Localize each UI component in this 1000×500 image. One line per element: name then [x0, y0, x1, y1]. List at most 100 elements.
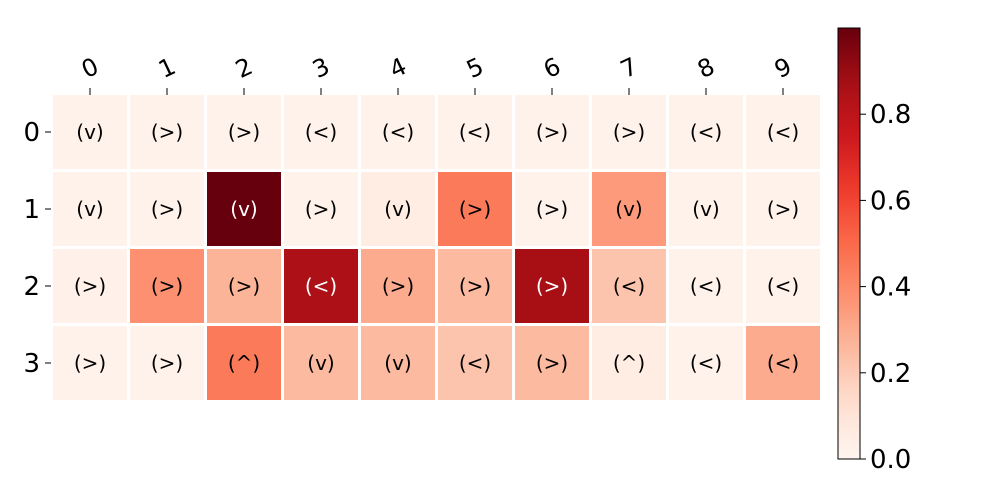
heatmap-cell — [207, 172, 281, 246]
heatmap-cell — [438, 172, 512, 246]
heatmap-cell — [207, 249, 281, 323]
heatmap-cell — [515, 172, 589, 246]
cell-label: (>) — [382, 274, 414, 298]
cell-label: (>) — [767, 197, 799, 221]
cell-label: (v) — [76, 197, 103, 221]
y-axis-ticks: 0 1 2 3 — [23, 118, 51, 379]
cell-label: (<) — [690, 274, 722, 298]
heatmap-cell — [130, 249, 204, 323]
x-tick-label: 7 — [616, 52, 642, 84]
heatmap-cell — [130, 95, 204, 169]
heatmap-cell — [284, 249, 358, 323]
x-tick-label: 9 — [770, 52, 796, 84]
heatmap-cell — [207, 326, 281, 400]
heatmap-cell — [669, 172, 743, 246]
x-tick-label: 2 — [231, 52, 257, 84]
cell-label: (v) — [230, 197, 257, 221]
cell-label: (>) — [228, 120, 260, 144]
cell-label: (v) — [384, 197, 411, 221]
cell-label: (<) — [690, 120, 722, 144]
heatmap-cell — [361, 326, 435, 400]
heatmap-cells — [53, 95, 820, 400]
cell-label: (>) — [151, 351, 183, 375]
heatmap-cell — [515, 95, 589, 169]
heatmap-cell — [361, 172, 435, 246]
y-tick-label: 3 — [23, 349, 40, 379]
heatmap-cell — [284, 326, 358, 400]
cell-label: (<) — [459, 351, 491, 375]
cell-label: (<) — [613, 274, 645, 298]
cell-label: (>) — [536, 197, 568, 221]
colorbar-gradient — [837, 27, 861, 460]
heatmap-cell — [746, 326, 820, 400]
cell-label: (v) — [76, 120, 103, 144]
cell-label: (<) — [305, 274, 337, 298]
x-tick-label: 5 — [462, 52, 488, 84]
colorbar-tick-label: 0.8 — [870, 100, 911, 130]
x-tick-label: 8 — [693, 52, 719, 84]
heatmap-cell — [746, 249, 820, 323]
cell-label: (>) — [151, 120, 183, 144]
colorbar: 0.0 0.2 0.4 0.6 0.8 — [837, 27, 911, 475]
cell-label: (<) — [767, 120, 799, 144]
heatmap-cell — [361, 249, 435, 323]
heatmap-cell — [284, 95, 358, 169]
cell-label: (>) — [151, 197, 183, 221]
heatmap-cell — [53, 172, 127, 246]
cell-label: (^) — [228, 351, 260, 375]
cell-label: (>) — [459, 274, 491, 298]
y-tick-label: 0 — [23, 118, 40, 148]
cell-label: (>) — [74, 274, 106, 298]
heatmap-cell — [746, 95, 820, 169]
cell-label: (>) — [459, 197, 491, 221]
heatmap-cell — [746, 172, 820, 246]
heatmap-cell — [515, 326, 589, 400]
heatmap-cell — [438, 95, 512, 169]
heatmap-cell — [53, 95, 127, 169]
heatmap-cell — [130, 172, 204, 246]
colorbar-tick-label: 0.0 — [870, 445, 911, 475]
x-tick-label: 0 — [77, 52, 103, 84]
cell-label: (<) — [767, 351, 799, 375]
heatmap-cell — [361, 95, 435, 169]
heatmap-cell — [284, 172, 358, 246]
cell-label: (<) — [767, 274, 799, 298]
cell-label: (v) — [692, 197, 719, 221]
cell-label: (<) — [305, 120, 337, 144]
cell-label: (v) — [615, 197, 642, 221]
cell-label: (>) — [536, 120, 568, 144]
cell-label: (>) — [305, 197, 337, 221]
heatmap-cell — [130, 326, 204, 400]
cell-label: (<) — [382, 120, 414, 144]
cell-label: (<) — [459, 120, 491, 144]
heatmap-cell — [592, 249, 666, 323]
cell-label: (<) — [690, 351, 722, 375]
colorbar-tick-label: 0.4 — [870, 273, 911, 303]
heatmap-cell — [438, 326, 512, 400]
cell-label: (>) — [151, 274, 183, 298]
heatmap-cell — [669, 249, 743, 323]
x-tick-label: 1 — [154, 52, 180, 84]
heatmap-cell — [53, 249, 127, 323]
x-tick-label: 4 — [385, 52, 411, 84]
cell-label: (>) — [74, 351, 106, 375]
cell-label: (>) — [536, 274, 568, 298]
heatmap-cell — [53, 326, 127, 400]
y-tick-label: 1 — [23, 195, 40, 225]
x-axis-ticks: 0 1 2 3 4 5 6 7 8 9 — [77, 52, 796, 95]
x-tick-label: 6 — [539, 52, 565, 84]
cell-label: (>) — [613, 120, 645, 144]
heatmap-cell — [515, 249, 589, 323]
heatmap-cell — [669, 326, 743, 400]
heatmap-cell — [592, 95, 666, 169]
heatmap-cell — [207, 95, 281, 169]
cell-label: (>) — [536, 351, 568, 375]
heatmap-cell — [669, 95, 743, 169]
y-tick-label: 2 — [23, 272, 40, 302]
heatmap-cell — [592, 172, 666, 246]
cell-label: (^) — [613, 351, 645, 375]
cell-label: (>) — [228, 274, 260, 298]
cell-label: (v) — [384, 351, 411, 375]
heatmap-cell — [592, 326, 666, 400]
